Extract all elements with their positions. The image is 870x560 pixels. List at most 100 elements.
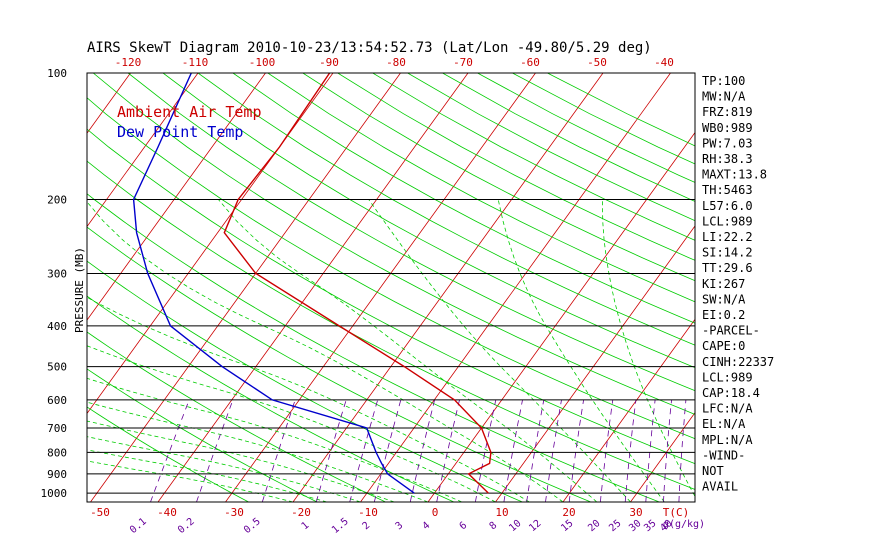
isotherm-line xyxy=(90,73,401,502)
mixing-ratio-line xyxy=(568,399,584,502)
mixing-ratio-line xyxy=(526,399,545,502)
isotherm-line xyxy=(0,73,63,502)
dry-adiabat xyxy=(92,73,695,415)
index-line: NOT xyxy=(702,464,724,478)
isotherm-line xyxy=(495,225,695,502)
mixing-ratio-tick: 1.5 xyxy=(330,516,351,536)
mixing-ratio-line xyxy=(678,399,687,502)
mixing-ratio-tick: 0.5 xyxy=(242,516,263,536)
mixing-ratio-line xyxy=(475,399,497,502)
chart-title: AIRS SkewT Diagram 2010-10-23/13:54:52.7… xyxy=(87,40,652,56)
dry-adiabat xyxy=(232,73,695,324)
top-temp-tick: -100 xyxy=(249,56,276,69)
mixing-ratio-line xyxy=(436,399,460,502)
dry-adiabat xyxy=(87,97,695,440)
pressure-tick: 800 xyxy=(47,446,67,459)
mixing-ratio-tick: 15 xyxy=(559,518,575,534)
mixing-ratio-line xyxy=(545,399,562,502)
bottom-temp-tick: -10 xyxy=(358,506,378,519)
index-line: L57:6.0 xyxy=(702,199,753,213)
isotherm-line xyxy=(766,73,870,502)
index-line: PW:7.03 xyxy=(702,136,753,150)
mixing-ratio-line xyxy=(196,399,234,502)
mixing-ratio-tick: 35 xyxy=(642,518,658,534)
index-line: MPL:N/A xyxy=(702,433,753,447)
mixing-ratio-line xyxy=(645,399,656,502)
isotherm-line xyxy=(87,73,266,321)
dry-adiabat xyxy=(372,73,695,241)
bottom-temp-tick: 10 xyxy=(495,506,508,519)
index-line: MW:N/A xyxy=(702,90,746,104)
moist-adiabat xyxy=(87,436,361,502)
top-temp-tick: -80 xyxy=(386,56,406,69)
mixing-ratio-tick: 25 xyxy=(607,518,623,534)
isotherm-line xyxy=(292,73,604,502)
isotherm-line xyxy=(427,131,695,502)
mixing-ratio-tick: 30 xyxy=(627,518,643,534)
index-line: EL:N/A xyxy=(702,417,746,431)
index-line: SW:N/A xyxy=(702,292,746,306)
index-line: WB0:989 xyxy=(702,121,753,135)
isotherm-line xyxy=(225,73,536,502)
mixing-ratio-line xyxy=(373,399,402,502)
bottom-temp-tick: 0 xyxy=(432,506,439,519)
index-line: AVAIL xyxy=(702,480,738,494)
y-axis-label: PRESSURE (MB) xyxy=(73,247,86,333)
index-line: EI:0.2 xyxy=(702,308,745,322)
legend: Ambient Air Temp Dew Point Temp xyxy=(117,103,262,141)
isotherm-line xyxy=(562,318,695,502)
top-temp-tick: -50 xyxy=(587,56,607,69)
mixing-ratio-tick: 12 xyxy=(527,518,543,534)
dry-adiabat xyxy=(197,73,695,346)
index-line: RH:38.3 xyxy=(702,152,753,166)
dry-adiabat xyxy=(87,160,695,490)
top-temp-tick: -90 xyxy=(319,56,339,69)
index-line: TP:100 xyxy=(702,74,745,88)
dry-adiabat xyxy=(87,128,695,465)
index-line: LCL:989 xyxy=(702,370,753,384)
mixing-ratio-line xyxy=(503,399,523,502)
moist-adiabat xyxy=(87,460,294,502)
top-temp-tick: -60 xyxy=(520,56,540,69)
dry-adiabat xyxy=(477,73,695,183)
mixing-ratio-line xyxy=(663,399,672,502)
dry-adiabat xyxy=(127,73,695,392)
index-line: -PARCEL- xyxy=(702,324,760,338)
top-temp-tick: -40 xyxy=(654,56,674,69)
moist-adiabat xyxy=(87,345,496,502)
mixing-ratio-unit: g(g/kg) xyxy=(663,519,705,530)
mixing-ratio-tick: 20 xyxy=(586,518,602,534)
pressure-tick: 400 xyxy=(47,320,67,333)
mixing-ratio-line xyxy=(600,399,614,502)
moist-adiabat xyxy=(368,199,631,502)
profiles xyxy=(132,73,492,494)
mixing-ratio-tick: 2 xyxy=(361,520,373,532)
moist-adiabat xyxy=(87,449,327,502)
index-line: LI:22.2 xyxy=(702,230,753,244)
mixing-ratio-line xyxy=(315,399,347,502)
bottom-temp-tick: -30 xyxy=(224,506,244,519)
moist-adiabat xyxy=(87,377,462,502)
mixing-ratio-tick: 6 xyxy=(458,520,470,532)
bottom-temp-tick: -50 xyxy=(90,506,110,519)
dry-adiabat xyxy=(87,260,523,502)
dry-adiabat xyxy=(302,73,695,282)
pressure-tick: 500 xyxy=(47,361,67,374)
legend-entry: Ambient Air Temp xyxy=(117,103,262,121)
mixing-ratio-tick: 3 xyxy=(394,520,406,532)
bottom-temp-tick: -20 xyxy=(291,506,311,519)
dry-adiabat xyxy=(87,331,386,502)
top-temp-tick: -70 xyxy=(453,56,473,69)
moist-adiabat xyxy=(87,296,530,502)
dry-adiabat xyxy=(162,73,695,369)
mixing-ratio-line xyxy=(624,399,637,502)
mixing-ratio-tick: 8 xyxy=(488,520,500,532)
index-line: LFC:N/A xyxy=(702,402,753,416)
mixing-ratio-tick: 4 xyxy=(421,520,433,532)
dewpoint-profile xyxy=(132,73,415,494)
legend-entry: Dew Point Temp xyxy=(117,123,243,141)
dry-adiabat xyxy=(267,73,695,303)
pressure-tick: 700 xyxy=(47,422,67,435)
